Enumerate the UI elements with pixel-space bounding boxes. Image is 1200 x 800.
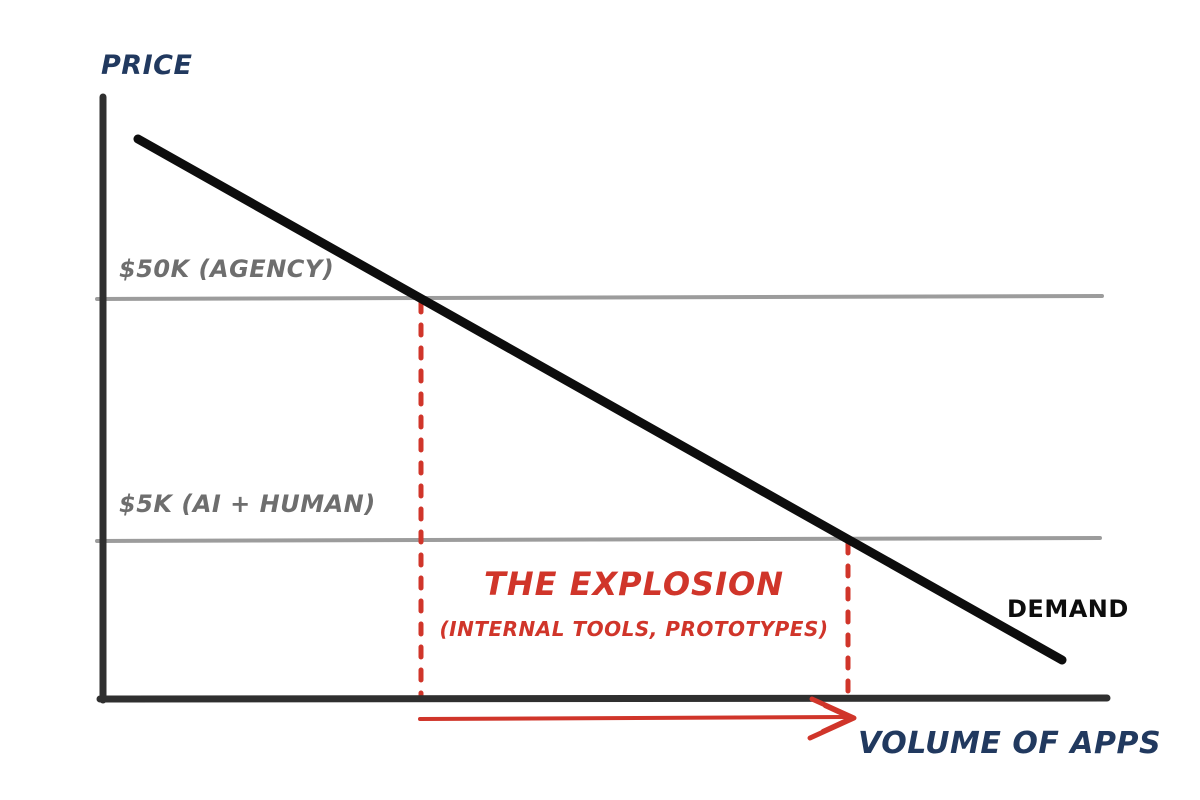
explosion-title: THE EXPLOSION — [484, 565, 784, 603]
x-axis — [96, 694, 1111, 703]
explosion-subtitle: (INTERNAL TOOLS, PROTOTYPES) — [439, 617, 829, 641]
gridline-5k — [95, 536, 1102, 543]
price-level-ai-human-label: $5K (AI + HUMAN) — [119, 490, 376, 518]
arrow-shaft — [418, 715, 848, 721]
demand-line — [133, 134, 1067, 665]
price-level-agency-label: $50K (AGENCY) — [119, 255, 335, 283]
demand-curve-label: DEMAND — [1007, 595, 1129, 623]
gridline-50k — [95, 294, 1104, 301]
y-axis-label: PRICE — [101, 50, 193, 81]
x-axis-label: VOLUME OF APPS — [858, 726, 1162, 761]
arrow-head-inner — [821, 704, 853, 733]
